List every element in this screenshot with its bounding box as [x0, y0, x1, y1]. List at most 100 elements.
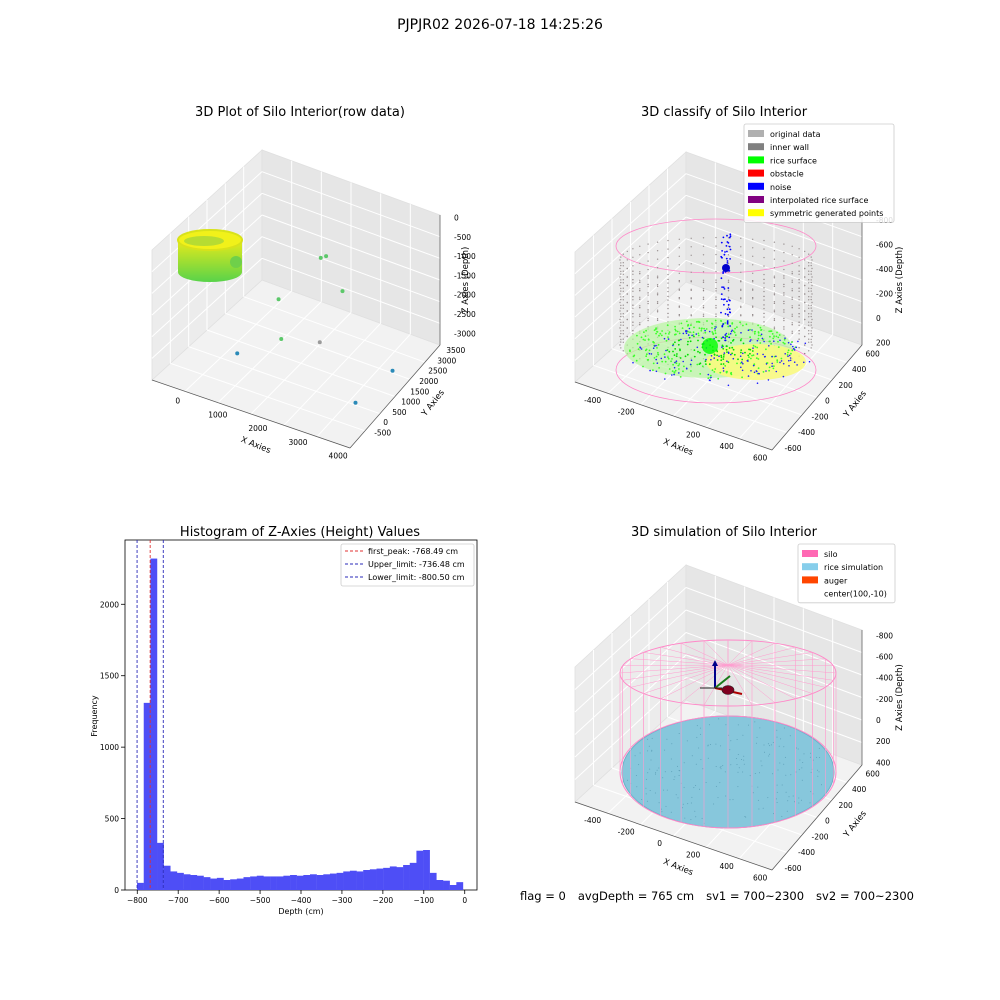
histogram-bar [343, 871, 351, 890]
x-tick-label: −100 [413, 896, 434, 905]
histogram-bar [336, 872, 344, 890]
noise-point [667, 338, 670, 340]
inner-wall-point [678, 281, 680, 283]
rice-surface-point [713, 371, 716, 373]
rice-surface-point [759, 342, 762, 344]
silo-roof-line [727, 658, 826, 666]
inner-wall-point [773, 258, 776, 260]
z-tick-label: -500 [454, 233, 471, 242]
rice-mesh-point [743, 763, 745, 765]
inner-wall-point [791, 307, 793, 309]
rice-surface-point [711, 322, 713, 325]
noise-column-point [726, 321, 729, 324]
rice-mesh-point [635, 775, 637, 776]
inner-wall-point [656, 267, 659, 269]
noise-point [708, 379, 711, 381]
noise-point [789, 357, 792, 359]
rice-mesh-point [719, 782, 721, 784]
rice-surface-point [741, 376, 743, 379]
noise-point [788, 354, 791, 357]
histogram-bar [349, 870, 357, 890]
rice-mesh-point [701, 817, 703, 819]
rice-surface-point [731, 352, 733, 355]
rice-surface-point [667, 336, 669, 338]
inner-wall-point [667, 256, 669, 259]
x-tick-label: 4000 [329, 452, 348, 461]
z-tick-label: -600 [876, 653, 893, 662]
x-axis-label: X Axies [239, 435, 272, 456]
simulation-panel: 3D simulation of Silo Interior-400-20002… [574, 525, 905, 883]
histogram-bar [436, 880, 444, 890]
rice-surface-point [717, 377, 720, 380]
inner-wall-point [626, 284, 628, 287]
y-axis-label: Y Axies [841, 809, 869, 841]
inner-wall-point [619, 327, 621, 329]
rice-surface-point [771, 333, 774, 335]
noise-point [771, 355, 773, 358]
inner-wall-point [810, 347, 812, 349]
rice-surface-point [716, 359, 719, 361]
rice-mesh-point [754, 721, 756, 723]
histogram-bar [190, 875, 198, 890]
rice-mesh-point [754, 773, 756, 774]
rice-surface-point [699, 351, 701, 354]
rice-surface-point [680, 322, 683, 325]
inner-wall-point [740, 288, 742, 290]
rice-mesh-point [691, 755, 693, 757]
rice-surface-point [657, 353, 660, 356]
inner-wall-point [791, 254, 793, 256]
inner-wall-point [763, 295, 765, 298]
inner-wall-point [763, 278, 765, 281]
legend-label: silo [824, 550, 838, 559]
noise-point [756, 353, 759, 355]
inner-wall-point [773, 267, 776, 269]
rice-surface-point [644, 335, 647, 337]
rice-mesh-point [651, 737, 653, 739]
x-tick-label: 0 [657, 839, 662, 848]
inner-wall-point [620, 321, 622, 324]
inner-wall-point [808, 279, 810, 281]
silo-roof-line [630, 664, 729, 688]
wall-gridline [261, 171, 441, 238]
noise-column-point [720, 241, 723, 244]
inner-wall-point [667, 290, 669, 293]
rice-surface-point [714, 368, 717, 370]
rice-surface-point [742, 324, 744, 327]
sv1-text: sv1 = 700~2300 [706, 889, 805, 903]
inner-wall-point [667, 248, 669, 250]
inner-wall-point [647, 243, 649, 245]
z-tick-label: -200 [876, 695, 893, 704]
rice-surface-point [660, 334, 663, 337]
rice-mesh-point [818, 747, 820, 749]
histogram-bar [456, 882, 464, 890]
inner-wall-point [619, 318, 621, 321]
inner-wall-point [804, 335, 806, 338]
inner-wall-point [798, 287, 800, 289]
noise-point [788, 365, 790, 367]
rice-mesh-point [670, 758, 672, 760]
inner-wall-point [619, 301, 621, 304]
rice-mesh-point [720, 768, 722, 770]
rice-mesh-point [699, 727, 701, 729]
rice-mesh-point [748, 724, 749, 726]
rice-mesh-point [641, 799, 643, 800]
inner-wall-point [811, 327, 813, 329]
rice-surface-point [674, 333, 676, 336]
rice-mesh-point [671, 743, 673, 745]
inner-wall-point [702, 281, 705, 283]
noise-point [790, 343, 792, 346]
inner-wall-point [639, 315, 641, 317]
noise-point [797, 340, 799, 343]
rice-mesh-point [780, 738, 782, 740]
inner-wall-point [811, 293, 813, 295]
inner-wall-point [808, 287, 810, 289]
inner-wall-point [639, 324, 641, 326]
rice-surface-point [674, 325, 676, 328]
inner-wall-point [811, 284, 813, 287]
inner-wall-point [647, 251, 649, 254]
rice-mesh-point [730, 740, 732, 742]
rice-mesh-point [691, 796, 693, 798]
rice-surface-point [703, 327, 705, 330]
legend-swatch [748, 209, 764, 217]
x-tick-label: 600 [753, 454, 768, 463]
